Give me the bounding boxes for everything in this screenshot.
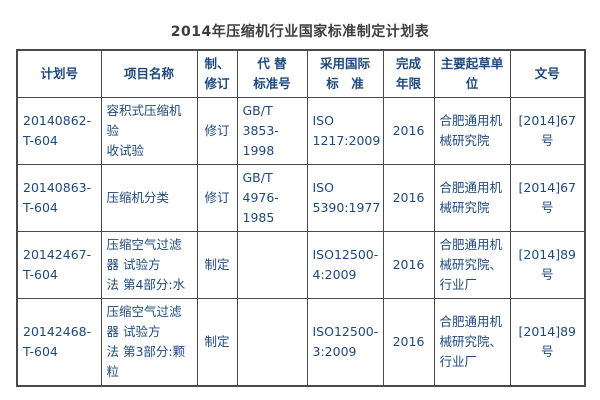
cell-project-name: 压缩空气过滤 器 试验方 法 第4部分:水 [100, 231, 198, 299]
cell-replaced-std [236, 231, 308, 299]
standards-plan-table: 计划号 项目名称 制、 修订 代 替 标准号 采用国际 标 准 完成 年限 主要… [16, 49, 586, 387]
cell-year: 2016 [382, 298, 435, 387]
table-row: 20140863- T-604 压缩机分类 修订 GB/T 4976- 1985… [16, 164, 586, 232]
table-row: 20142468- T-604 压缩空气过滤 器 试验方 法 第3部分:颗 粒 … [16, 298, 586, 387]
cell-intl-std: ISO 5390:1977 [306, 164, 384, 232]
header-project-name: 项目名称 [100, 49, 198, 98]
cell-doc-no: [2014]67号 [509, 97, 586, 165]
cell-replaced-std: GB/T 3853- 1998 [236, 97, 308, 165]
cell-type: 制定 [196, 298, 238, 387]
header-year: 完成 年限 [382, 49, 435, 98]
cell-intl-std: ISO12500- 3:2009 [306, 298, 384, 387]
header-doc-no: 文号 [509, 49, 586, 98]
table-header-row: 计划号 项目名称 制、 修订 代 替 标准号 采用国际 标 准 完成 年限 主要… [16, 49, 586, 98]
header-type: 制、 修订 [196, 49, 238, 98]
cell-plan-no: 20142467- T-604 [16, 231, 102, 299]
header-replaced-std: 代 替 标准号 [236, 49, 308, 98]
cell-project-name: 压缩机分类 [100, 164, 198, 232]
cell-year: 2016 [382, 97, 435, 165]
cell-plan-no: 20140862- T-604 [16, 97, 102, 165]
cell-project-name: 压缩空气过滤 器 试验方 法 第3部分:颗 粒 [100, 298, 198, 387]
table-row: 20142467- T-604 压缩空气过滤 器 试验方 法 第4部分:水 制定… [16, 231, 586, 299]
cell-drafting-unit: 合肥通用机 械研究院 [433, 97, 511, 165]
cell-type: 修订 [196, 97, 238, 165]
cell-drafting-unit: 合肥通用机 械研究院、 行业厂 [433, 298, 511, 387]
cell-year: 2016 [382, 164, 435, 232]
cell-drafting-unit: 合肥通用机 械研究院 [433, 164, 511, 232]
table-row: 20140862- T-604 容积式压缩机验 收试验 修订 GB/T 3853… [16, 97, 586, 165]
cell-intl-std: ISO12500- 4:2009 [306, 231, 384, 299]
cell-intl-std: ISO 1217:2009 [306, 97, 384, 165]
cell-year: 2016 [382, 231, 435, 299]
cell-project-name: 容积式压缩机验 收试验 [100, 97, 198, 165]
cell-replaced-std: GB/T 4976- 1985 [236, 164, 308, 232]
cell-plan-no: 20142468- T-604 [16, 298, 102, 387]
header-plan-no: 计划号 [16, 49, 102, 98]
cell-replaced-std [236, 298, 308, 387]
cell-drafting-unit: 合肥通用机 械研究院、 行业厂 [433, 231, 511, 299]
header-drafting-unit: 主要起草单 位 [433, 49, 511, 98]
cell-plan-no: 20140863- T-604 [16, 164, 102, 232]
cell-doc-no: [2014]89号 [509, 231, 586, 299]
header-intl-std: 采用国际 标 准 [306, 49, 384, 98]
cell-doc-no: [2014]89号 [509, 298, 586, 387]
cell-doc-no: [2014]67号 [509, 164, 586, 232]
cell-type: 修订 [196, 164, 238, 232]
cell-type: 制定 [196, 231, 238, 299]
page-title: 2014年压缩机行业国家标准制定计划表 [170, 24, 430, 40]
